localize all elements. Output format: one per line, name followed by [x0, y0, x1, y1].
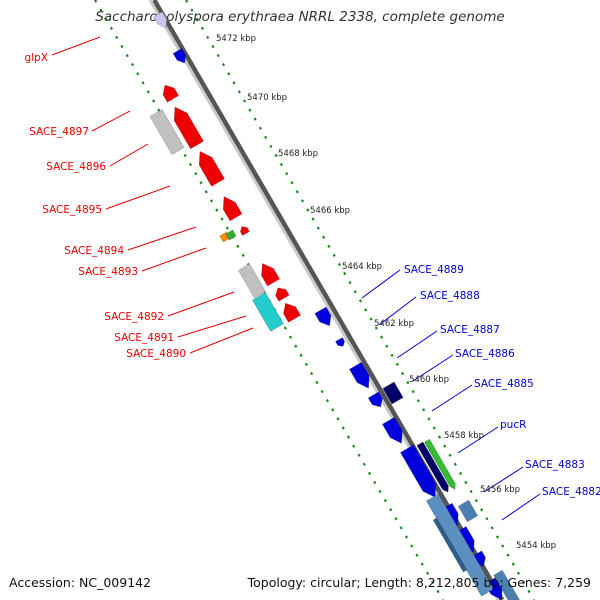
gene-arrow	[275, 287, 290, 302]
tick-label: 5464 kbp	[342, 262, 382, 272]
gene-label-sace-4886[interactable]: SACE_4886	[455, 348, 515, 360]
gene-feature	[225, 229, 237, 241]
gene-arrow	[162, 84, 180, 103]
leader-line	[177, 315, 247, 338]
leader-line	[412, 354, 454, 382]
gene-label-sace-4892[interactable]: SACE_4892	[104, 311, 164, 323]
label-leader-lines	[51, 36, 541, 521]
gene-label-sace-4895[interactable]: SACE_4895	[42, 204, 102, 216]
gene-arrow	[240, 226, 250, 236]
leader-line	[361, 269, 401, 299]
gene-label-sace-4894[interactable]: SACE_4894	[64, 245, 124, 257]
leader-line	[105, 185, 171, 210]
gene-feature	[432, 517, 468, 573]
gene-arrow	[400, 444, 437, 498]
tick-label: 5466 kbp	[310, 206, 350, 216]
gene-label-sace-4889[interactable]: SACE_4889	[404, 264, 464, 276]
tick-label: 5458 kbp	[444, 431, 484, 441]
gene-arrow	[222, 196, 243, 222]
gene-label-glpx[interactable]: glpX	[25, 52, 48, 64]
gene-label-sace-4883[interactable]: SACE_4883	[525, 459, 585, 471]
gene-arrow	[173, 106, 204, 150]
leader-line	[141, 247, 207, 272]
leader-line	[396, 330, 438, 359]
gene-feature	[382, 381, 404, 405]
leader-line	[501, 493, 541, 521]
leader-line	[431, 384, 473, 412]
leader-line	[457, 426, 499, 454]
gene-features	[149, 11, 523, 600]
tick-label: 5456 kbp	[480, 485, 520, 495]
leader-line	[51, 36, 101, 56]
gene-arrow	[367, 391, 383, 408]
gene-arrow	[314, 306, 332, 327]
gene-arrow	[349, 361, 370, 389]
leader-line	[378, 296, 417, 326]
gene-arrow	[423, 438, 456, 490]
gene-label-sace-4887[interactable]: SACE_4887	[440, 324, 500, 336]
gene-arrow	[198, 150, 225, 187]
pseudogene-bar	[149, 109, 185, 155]
leader-line	[483, 466, 524, 493]
tick-label: 5460 kbp	[409, 375, 449, 385]
leader-line	[189, 327, 254, 354]
gene-labels: glpX SACE_4897 SACE_4896 SACE_4895 SACE_4894…	[25, 52, 600, 498]
gene-arrow	[335, 337, 345, 347]
gene-arrow	[416, 441, 449, 493]
gene-label-sace-4897[interactable]: SACE_4897	[29, 126, 89, 138]
gene-arrow	[172, 48, 186, 64]
gene-label-sace-4896[interactable]: SACE_4896	[46, 161, 106, 173]
tick-dot-line	[185, 0, 535, 600]
backbone-shadow	[151, 0, 505, 600]
leader-line	[167, 291, 235, 317]
tick-labels: 5472 kbp 5470 kbp 5468 kbp 5466 kbp 5464 kbp…	[216, 34, 556, 551]
gene-label-sace-4893[interactable]: SACE_4893	[78, 266, 138, 278]
tick-label: 5468 kbp	[278, 149, 318, 159]
leader-line	[127, 226, 197, 251]
tick-label: 5462 kbp	[374, 319, 414, 329]
gene-feature	[252, 292, 284, 332]
topology-text: Topology: circular; Length: 8,212,805 bp…	[247, 575, 591, 590]
leader-line	[91, 110, 131, 132]
gene-arrow	[153, 11, 168, 29]
gene-label-sace-4885[interactable]: SACE_4885	[474, 378, 534, 390]
gene-arrow	[283, 302, 301, 323]
tick-label: 5470 kbp	[247, 93, 287, 103]
gene-feature	[425, 493, 495, 597]
leader-line	[109, 143, 149, 167]
gene-label-sace-4882[interactable]: SACE_4882	[542, 486, 600, 498]
gene-label-pucr[interactable]: pucR	[500, 419, 526, 431]
gene-label-sace-4891[interactable]: SACE_4891	[114, 332, 174, 344]
gene-arrow	[261, 263, 280, 287]
accession-text: Accession: NC_009142	[9, 575, 152, 590]
gene-arrow	[382, 416, 403, 444]
map-title: Saccharopolyspora erythraea NRRL 2338, c…	[95, 9, 505, 25]
gene-label-sace-4890[interactable]: SACE_4890	[126, 348, 186, 360]
pseudogene-bar	[237, 263, 267, 299]
gene-feature	[457, 499, 479, 523]
tick-label: 5454 kbp	[516, 541, 556, 551]
gene-label-sace-4888[interactable]: SACE_4888	[420, 290, 480, 302]
tick-label: 5472 kbp	[216, 34, 256, 44]
